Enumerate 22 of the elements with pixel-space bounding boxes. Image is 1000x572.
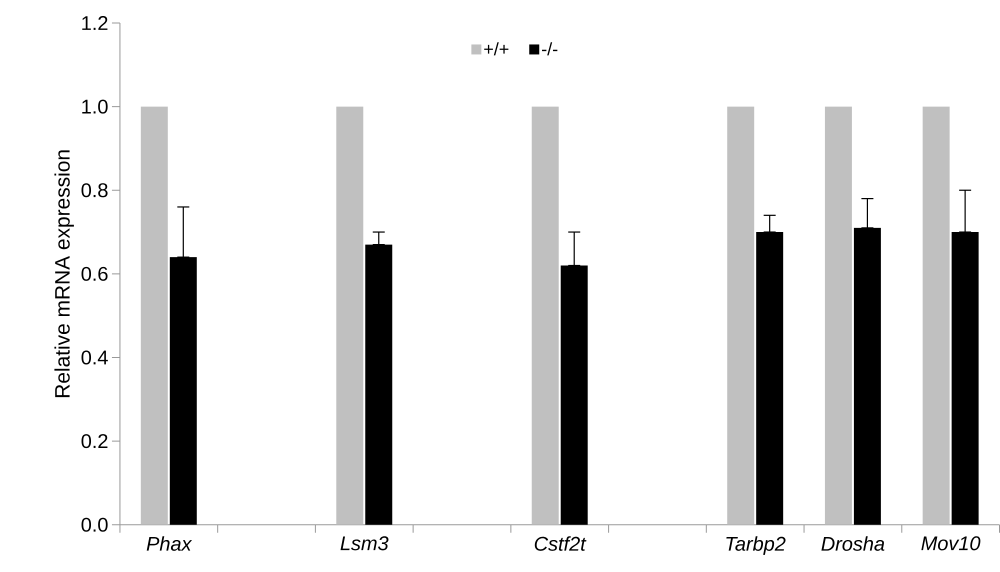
x-tick-label: Phax: [146, 536, 192, 552]
x-tick-label: Cstf2t: [534, 536, 586, 552]
y-tick-label: 0.6: [82, 266, 108, 282]
y-axis-title: Relative mRNA expression: [54, 150, 74, 398]
x-tick-label: Drosha: [821, 536, 884, 552]
bar: [824, 106, 852, 525]
legend-label: -/-: [542, 42, 558, 56]
x-tick-label: Tarbp2: [726, 536, 786, 555]
x-tick-label: Lsm3: [340, 536, 388, 550]
y-tick-label: 0.8: [82, 183, 108, 198]
y-tick-label: 0.0: [82, 518, 108, 532]
bar: [532, 106, 559, 525]
bar: [336, 106, 364, 525]
legend-label: +/+: [484, 42, 508, 56]
x-tick-label: Mov10: [921, 536, 980, 550]
y-tick-label: 0.4: [82, 350, 108, 365]
bar: [727, 106, 754, 525]
bar: [140, 106, 168, 525]
y-tick-label: 1.2: [82, 16, 108, 30]
bar: [922, 106, 950, 525]
y-tick-label: 0.2: [82, 434, 108, 448]
y-tick-label: 1.0: [82, 100, 108, 114]
